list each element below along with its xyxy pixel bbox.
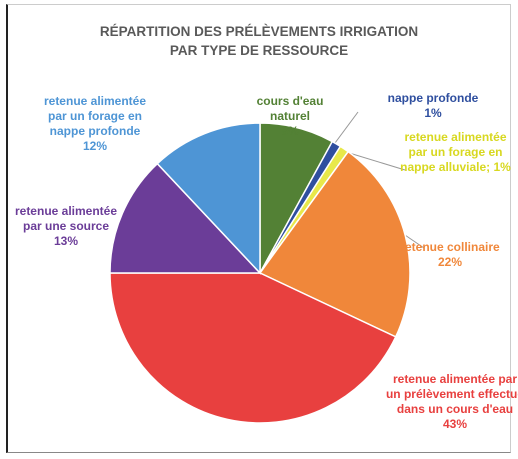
label-value: ; 1% [486,160,511,174]
leader-line [345,151,406,171]
label-category: retenue alimentée par un forage en nappe… [400,130,507,174]
label-category: nappe profonde [387,91,479,105]
data-label: retenue alimentée par un prélèvement eff… [384,372,518,432]
label-value: 12% [82,139,108,153]
label-category: retenue alimentée par un forage en nappe… [43,94,147,138]
pie-slice [156,122,261,275]
data-label: retenue alimentée par un forage en nappe… [398,130,513,175]
label-value: 13% [53,234,79,248]
chart-title: PAR TYPE DE RESSOURCE [169,43,349,58]
label-value: 8% [281,124,299,138]
label-category: retenue alimentée par une source [14,204,118,233]
label-category: cours d'eau naturel [256,94,324,123]
pie-slice [109,272,397,424]
data-label: retenue alimentée par un forage en nappe… [34,94,156,154]
data-label: retenue collinaire 22% [400,240,500,270]
label-category: retenue collinaire [400,240,500,254]
label-category: retenue alimentée par un prélèvement eff… [385,372,518,416]
leader-line [334,111,359,144]
chart-title: RÉPARTITION DES PRÉLÈVEMENTS IRRIGATION [99,24,419,39]
chart-frame [6,4,511,453]
label-value: 43% [442,417,468,431]
data-label: nappe profonde 1% [378,91,488,121]
label-value: 1% [424,106,442,120]
data-label: cours d'eau naturel 8% [235,94,345,139]
data-label: retenue alimentée par une source 13% [12,204,120,249]
pie-slice [109,162,262,274]
label-value: 22% [437,255,463,269]
